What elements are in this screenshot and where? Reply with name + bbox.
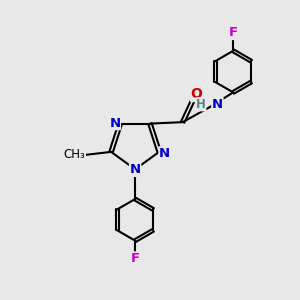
Text: N: N [212, 98, 223, 111]
Text: F: F [229, 26, 238, 40]
Text: N: N [159, 147, 170, 160]
Text: O: O [191, 88, 203, 101]
Text: F: F [130, 252, 140, 265]
Text: N: N [130, 164, 141, 176]
Text: H: H [196, 98, 206, 111]
Text: N: N [110, 116, 121, 130]
Text: CH₃: CH₃ [64, 148, 86, 161]
